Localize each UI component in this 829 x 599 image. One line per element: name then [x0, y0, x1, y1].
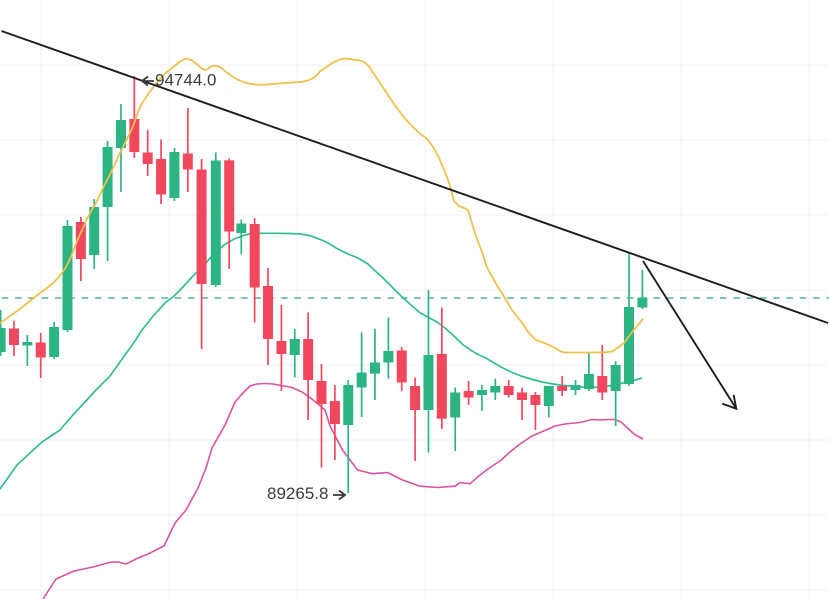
svg-text:89265.8: 89265.8: [267, 484, 328, 503]
svg-text:94744.0: 94744.0: [155, 71, 216, 90]
